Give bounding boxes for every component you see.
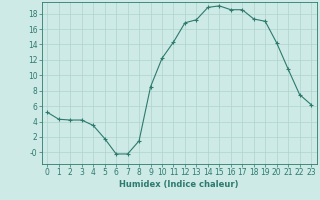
X-axis label: Humidex (Indice chaleur): Humidex (Indice chaleur) xyxy=(119,180,239,189)
